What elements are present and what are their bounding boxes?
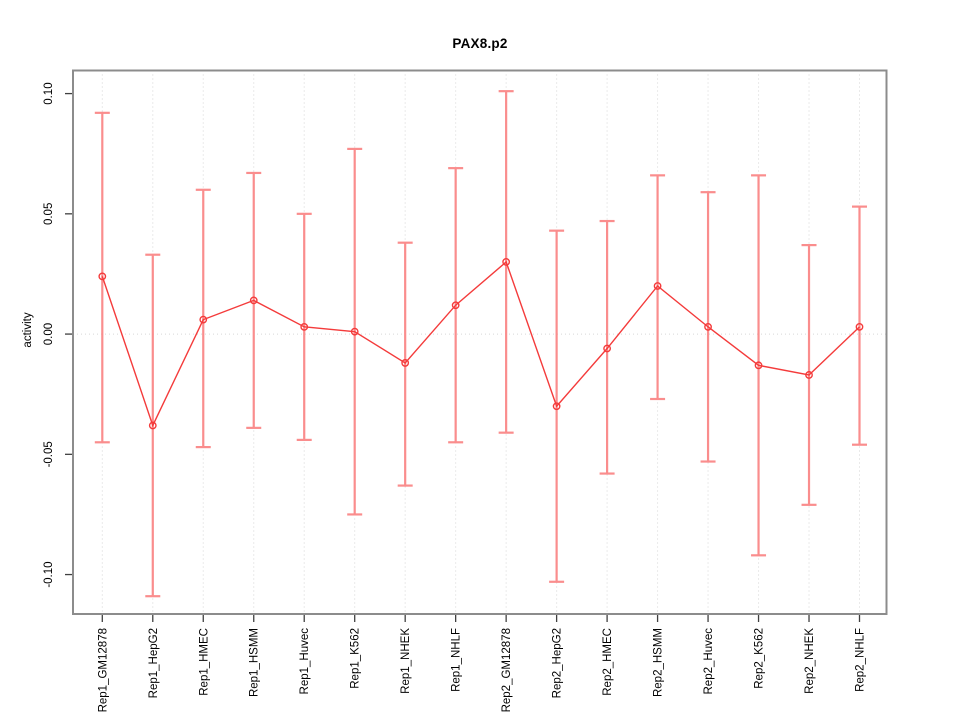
data-point	[249, 296, 258, 305]
data-point	[855, 322, 864, 331]
x-tick-label: Rep1_GM12878	[97, 628, 109, 712]
x-tick-label: Rep2_HSMM	[653, 628, 665, 697]
data-point	[552, 402, 561, 411]
data-point	[754, 361, 763, 370]
x-tick-label: Rep1_NHEK	[400, 628, 412, 694]
x-tick-label: Rep2_NHEK	[804, 628, 816, 694]
x-tick-label: Rep2_HepG2	[552, 628, 564, 698]
x-tick-label: Rep1_NHLF	[451, 628, 463, 692]
data-point	[704, 322, 712, 331]
x-tick-label: Rep2_HMEC	[602, 628, 614, 696]
x-tick-label: Rep1_HMEC	[198, 628, 210, 696]
data-point	[451, 301, 460, 310]
data-point	[502, 258, 511, 266]
series-line	[101, 260, 860, 428]
data-point	[603, 344, 611, 353]
chart-title: PAX8.p2	[452, 36, 508, 51]
x-tick-label: Rep2_K562	[754, 628, 766, 689]
y-tick-label: 0.05	[43, 203, 55, 225]
data-point	[199, 315, 208, 324]
x-tick-label: Rep2_Huvec	[703, 628, 715, 695]
x-tick-label: Rep1_HepG2	[148, 628, 160, 698]
y-tick-label: -0.05	[43, 441, 55, 467]
x-tick-label: Rep2_NHLF	[855, 628, 867, 692]
x-tick-label: Rep1_K562	[350, 628, 362, 689]
y-tick-label: 0.00	[43, 323, 55, 345]
data-point	[300, 322, 309, 331]
x-tick-label: Rep1_HSMM	[249, 628, 261, 697]
data-point	[98, 272, 107, 281]
plot-frame	[72, 69, 888, 615]
y-tick-label: -0.10	[43, 561, 55, 587]
y-tick-label: 0.10	[43, 82, 55, 104]
data-point	[350, 327, 359, 336]
x-tick-label: Rep1_Huvec	[299, 628, 311, 695]
data-point	[401, 359, 410, 367]
data-point	[148, 421, 157, 430]
x-tick-label: Rep2_GM12878	[501, 628, 513, 712]
data-point	[653, 282, 662, 290]
data-point	[805, 371, 813, 379]
